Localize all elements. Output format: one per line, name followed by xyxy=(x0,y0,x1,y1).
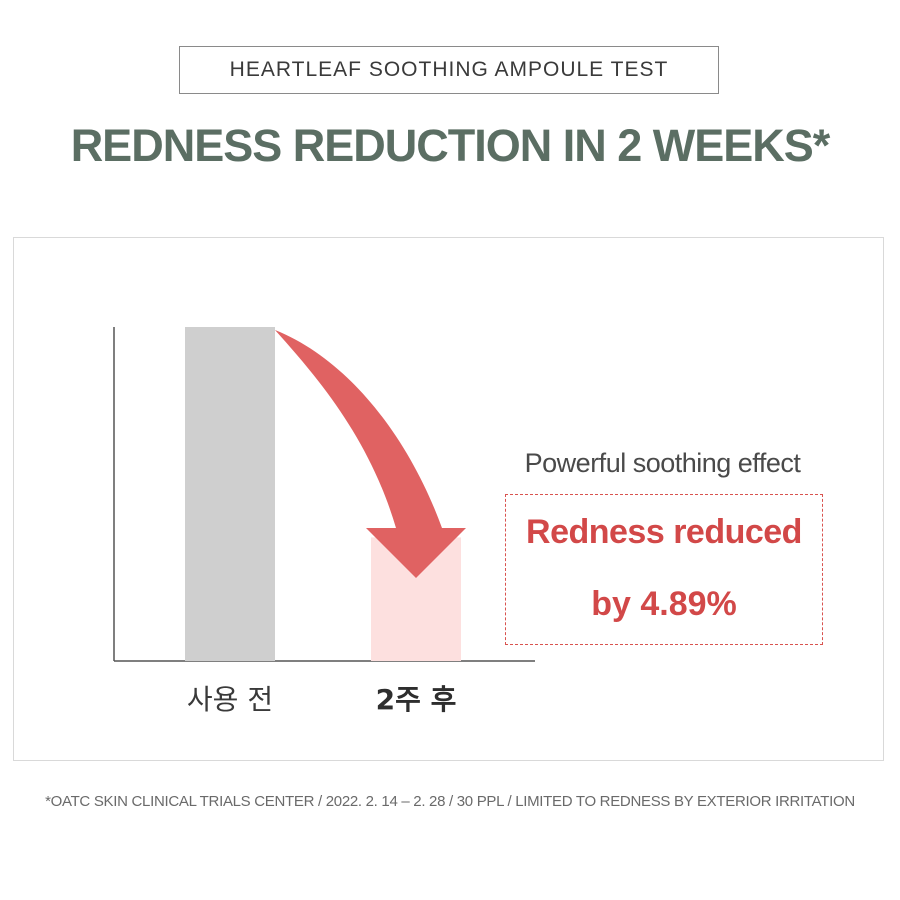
result-line-2: by 4.89% xyxy=(591,585,737,623)
result-line-1: Redness reduced xyxy=(526,513,802,551)
effect-label: Powerful soothing effect xyxy=(524,448,801,478)
footnote: *OATC SKIN CLINICAL TRIALS CENTER / 2022… xyxy=(45,793,855,810)
chart-panel xyxy=(13,237,884,761)
headline: REDNESS REDUCTION IN 2 WEEKS* xyxy=(70,120,831,171)
x-tick-label-before: 사용 전 xyxy=(186,683,274,716)
reduction-arrow xyxy=(275,330,466,578)
test-title-badge: HEARTLEAF SOOTHING AMPOULE TEST xyxy=(179,46,719,94)
result-callout-box: Redness reduced by 4.89% xyxy=(505,494,823,645)
x-tick-label-after: 2주 후 xyxy=(375,683,457,716)
bar-before-use xyxy=(185,327,275,661)
